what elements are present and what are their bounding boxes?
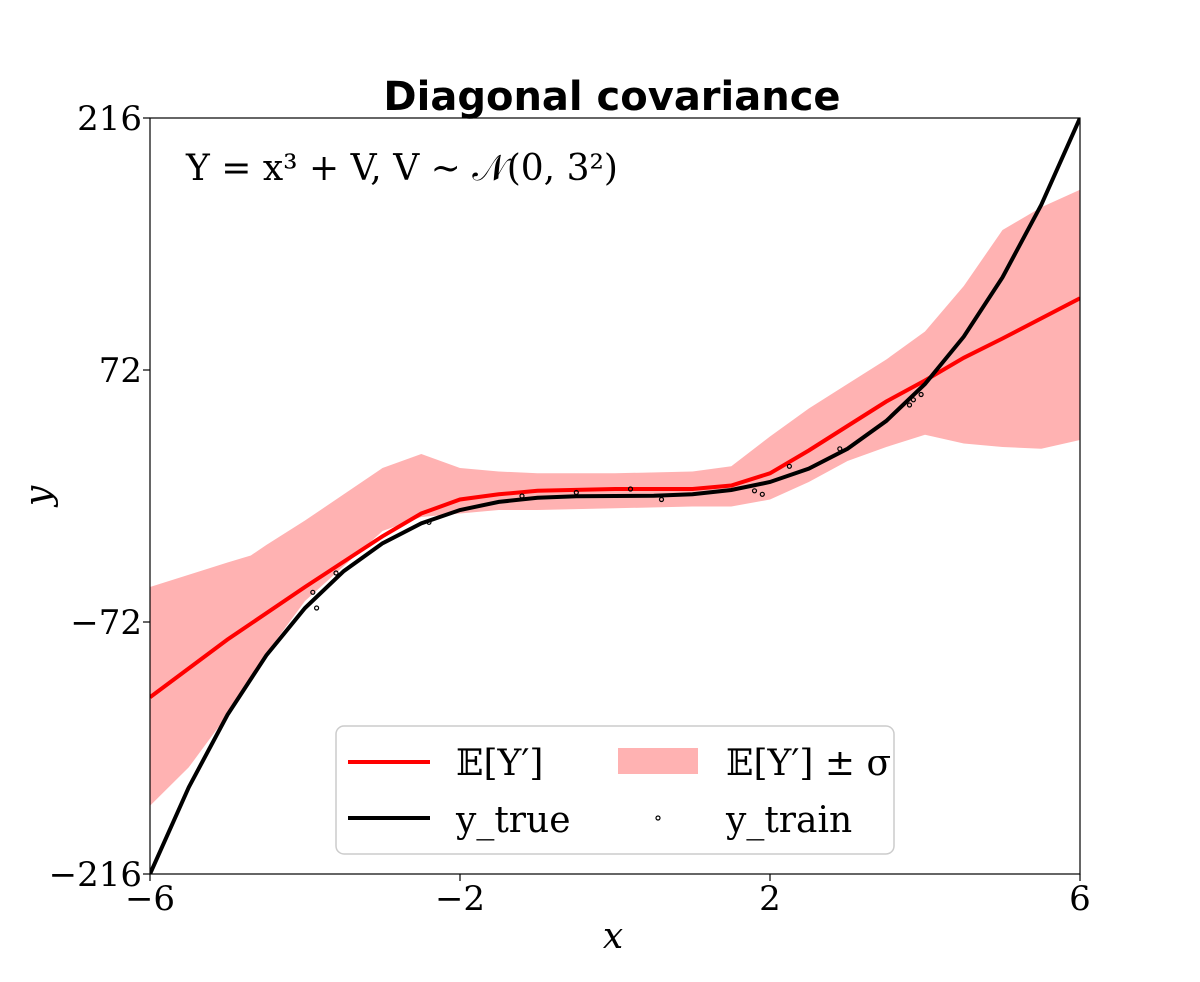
legend-true-label: y_true (455, 800, 571, 841)
training-point (573, 489, 579, 496)
training-point (918, 391, 924, 398)
x-tick-label: −2 (435, 879, 485, 919)
training-point (519, 493, 525, 499)
chart-title: Diagonal covariance (383, 74, 840, 120)
x-axis-label: x (603, 916, 623, 957)
training-point (786, 463, 793, 469)
mean-prediction-line (150, 296, 1080, 699)
training-points-layer (310, 391, 924, 611)
legend-band-swatch (618, 748, 698, 774)
y-tick-label: 216 (77, 99, 142, 139)
training-point (426, 519, 432, 525)
training-point (751, 488, 758, 494)
y-tick-label: −72 (70, 603, 142, 643)
legend-box (335, 725, 895, 855)
training-point (314, 605, 320, 611)
x-tick-label: 2 (759, 879, 781, 919)
legend-train-label: y_train (725, 800, 852, 841)
x-tick-label: −6 (125, 879, 175, 919)
training-point (310, 589, 316, 595)
equation-annotation: Y = x³ + V, V ~ 𝒩(0, 3²) (185, 148, 618, 189)
training-point (658, 496, 665, 503)
training-point (837, 446, 843, 452)
plot-area (150, 118, 1080, 874)
legend: 𝔼[Y′] 𝔼[Y′] ± σ y_true y_train (335, 725, 895, 855)
x-tick-label: 6 (1069, 879, 1091, 919)
true-function-line (150, 118, 1080, 874)
y-tick-label: −216 (49, 855, 142, 895)
training-point (906, 402, 913, 408)
legend-band-label: 𝔼[Y′] ± σ (726, 743, 891, 784)
line-layer (150, 118, 1080, 874)
training-point (627, 486, 634, 492)
y-tick-label: 72 (99, 351, 142, 391)
tick-layer: −6 −2 2 6 −216 −72 72 216 (49, 99, 1091, 919)
training-point (759, 491, 765, 497)
plot-frame (149, 117, 1081, 875)
training-point (910, 397, 917, 403)
training-point (333, 570, 339, 576)
legend-train-swatch (655, 815, 661, 821)
legend-mean-label: 𝔼[Y′] (456, 743, 543, 784)
y-axis-label: y (18, 485, 59, 508)
